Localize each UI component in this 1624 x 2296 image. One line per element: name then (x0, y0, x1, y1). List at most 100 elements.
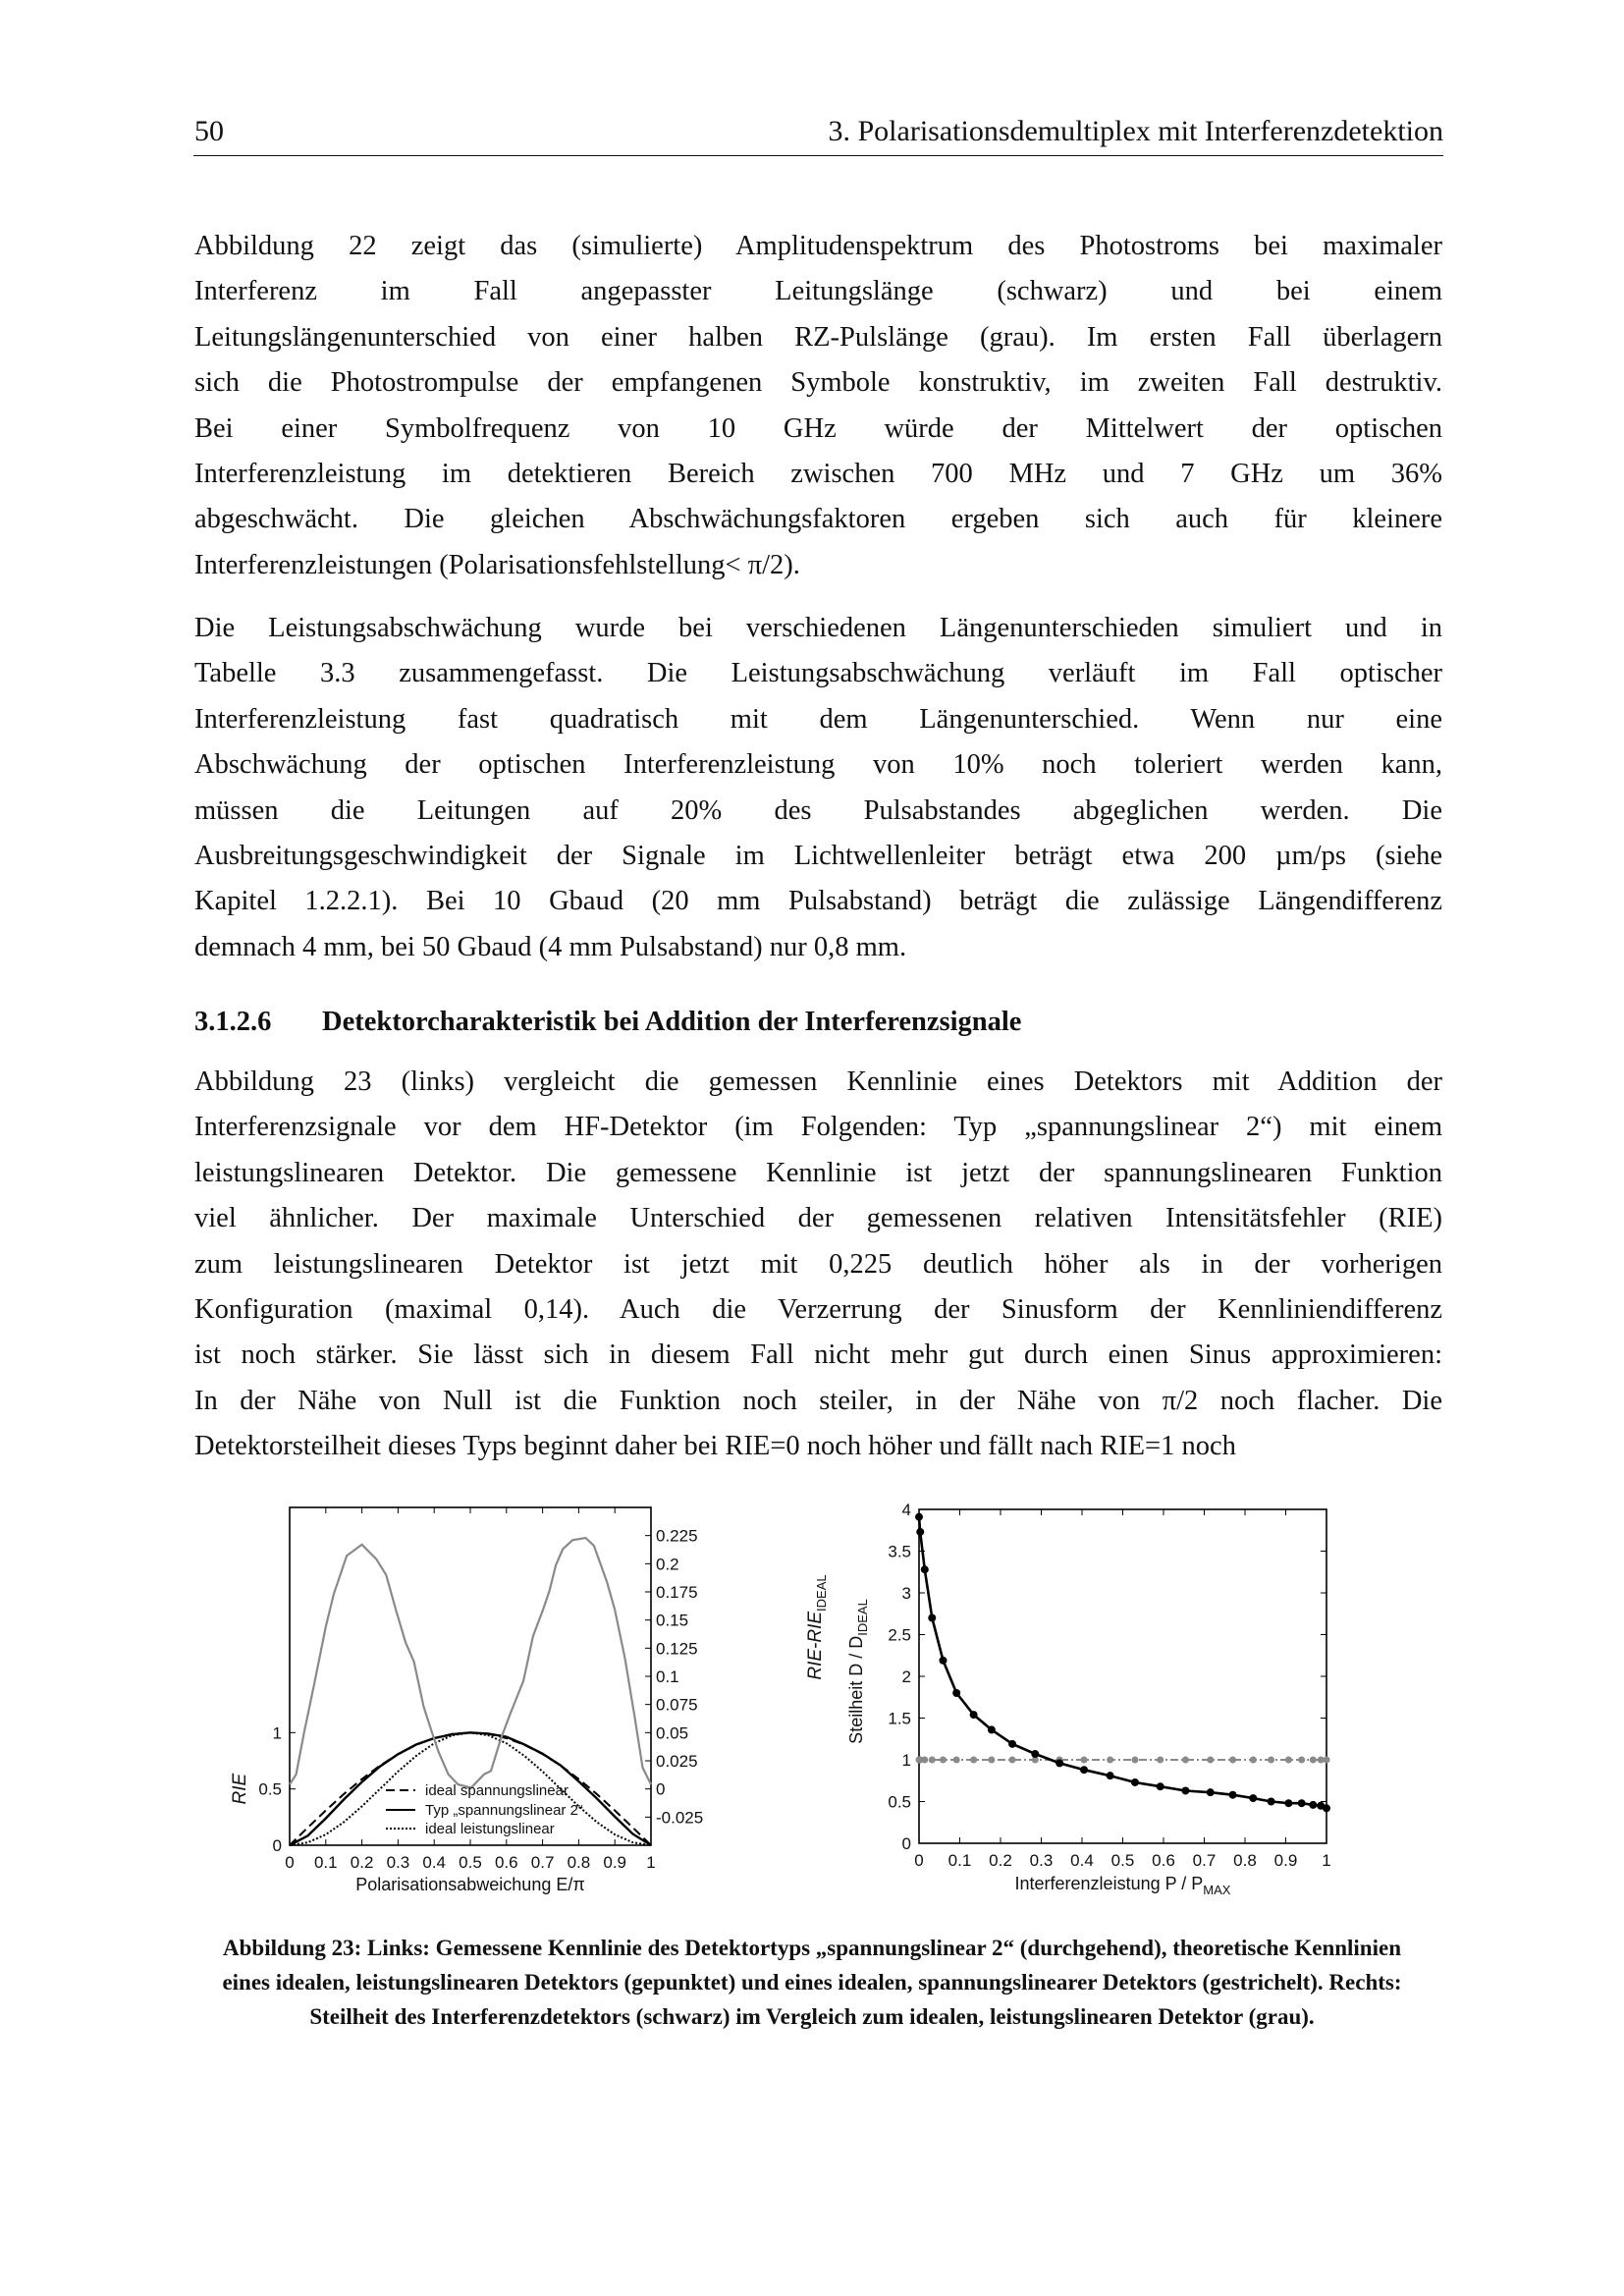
header-rule (193, 155, 1443, 156)
page-number: 50 (194, 115, 224, 147)
y-tick-label: 3 (902, 1584, 911, 1603)
text-line: Interferenzleistung im detektieren Berei… (194, 458, 1442, 489)
y-right-tick-label: -0.025 (656, 1808, 703, 1827)
data-point (915, 1512, 923, 1521)
y-tick-label: 3.5 (888, 1543, 911, 1561)
x-tick-label: 1 (646, 1853, 655, 1872)
text-line: Konfiguration (maximal 0,14). Auch die V… (194, 1293, 1442, 1325)
text-line: viel ähnlicher. Der maximale Unterschied… (194, 1203, 1442, 1234)
x-tick-label: 0.2 (351, 1853, 374, 1872)
y-right-tick-label: 0.2 (656, 1555, 679, 1573)
text-line: Interferenzleistung fast quadratisch mit… (194, 703, 1442, 735)
text-line: demnach 4 mm, bei 50 Gbaud (4 mm Pulsabs… (194, 931, 907, 962)
y-right-tick-label: 0 (656, 1780, 665, 1799)
data-point (1031, 1750, 1040, 1759)
data-point (1181, 1756, 1189, 1764)
y-tick-label: 4 (902, 1501, 911, 1519)
data-point (1106, 1772, 1114, 1780)
text-line: Leitungslängenunterschied von einer halb… (194, 321, 1442, 353)
data-point (1267, 1797, 1275, 1806)
x-tick-label: 0.7 (531, 1853, 555, 1872)
data-point (1309, 1800, 1318, 1809)
text-line: Abbildung 23 (links) vergleicht die geme… (194, 1066, 1442, 1097)
y-tick-label: 2.5 (888, 1626, 911, 1645)
x-tick-label: 0.2 (989, 1851, 1012, 1870)
x-tick-label: 0.6 (1152, 1851, 1175, 1870)
series-line-2 (289, 1731, 652, 1846)
section-title: Detektorcharakteristik bei Addition der … (322, 1007, 1022, 1037)
text-line: ist noch stärker. Sie lässt sich in dies… (194, 1339, 1442, 1371)
data-point (1229, 1756, 1237, 1764)
x-tick-label: 0.8 (568, 1853, 591, 1872)
data-point (1298, 1756, 1306, 1764)
text-line: abgeschwächt. Die gleichen Abschwächungs… (194, 504, 1442, 535)
data-point (1323, 1804, 1330, 1813)
legend-label: Typ „spannungslinear 2“ (425, 1802, 583, 1819)
data-point (1206, 1788, 1215, 1797)
y-right-tick-label: 0.05 (656, 1723, 688, 1742)
x-tick-label: 0.1 (948, 1851, 972, 1870)
text-line: sich die Photostrompulse der empfangenen… (194, 367, 1442, 399)
x-tick-label: 0.7 (1193, 1851, 1217, 1870)
data-point (928, 1613, 937, 1622)
left-chart: 0 0.1 0.2 0.3 0.4 0.5 0.6 0.7 0.8 0.9 1 0 0.5 1 -0.025… (230, 1506, 829, 1894)
x-tick-label: 0.6 (495, 1853, 518, 1872)
data-point (988, 1756, 996, 1764)
legend-label: ideal spannungslinear (425, 1782, 568, 1799)
data-point (1031, 1756, 1039, 1764)
text-line: Detektorsteilheit dieses Typs beginnt da… (194, 1431, 1236, 1462)
data-point (1228, 1790, 1237, 1799)
text-line: Abbildung 22 zeigt das (simulierte) Ampl… (194, 231, 1442, 261)
data-point (1080, 1766, 1089, 1775)
y-right-axis-label: RIE-RIEIDEAL (805, 1574, 829, 1679)
text-line: müssen die Leitungen auf 20% des Pulsabs… (194, 794, 1442, 826)
data-point (969, 1711, 978, 1720)
text-line: Interferenzsignale vor dem HF-Detektor (… (194, 1112, 1442, 1143)
text-line: leistungslinearen Detektor. Die gemessen… (194, 1157, 1442, 1188)
data-point (1130, 1777, 1139, 1786)
x-tick-label: 0 (285, 1853, 294, 1872)
right-chart: 0 0.1 0.2 0.3 0.4 0.5 0.6 0.7 0.8 0.9 1 0 0.5 1 1.5 2 2.… (846, 1501, 1331, 1897)
data-point (928, 1756, 936, 1764)
data-point (1249, 1794, 1258, 1803)
section-number: 3.1.2.6 (194, 1007, 272, 1037)
data-point (1157, 1756, 1164, 1764)
data-point (920, 1565, 929, 1574)
data-point (1008, 1756, 1016, 1764)
paragraph-2: Die Leistungsabschwächung wurde bei vers… (194, 606, 1442, 970)
y-tick-label: 1 (273, 1723, 282, 1742)
section-heading: 3.1.2.6 Detektorcharakteristik bei Additi… (194, 1000, 1021, 1045)
text-line: Tabelle 3.3 zusammengefasst. Die Leistun… (194, 658, 1442, 689)
text-line: Die Leistungsabschwächung wurde bei vers… (194, 613, 1442, 643)
data-point (1297, 1799, 1306, 1808)
text-line: Abschwächung der optischen Interferenzle… (194, 749, 1442, 781)
data-point (1131, 1756, 1139, 1764)
text-line: zum leistungslinearen Detektor ist jetzt… (194, 1248, 1442, 1280)
x-tick-label: 0.5 (1111, 1851, 1135, 1870)
y-right-tick-label: 0.125 (656, 1639, 698, 1658)
y-tick-label: 1 (902, 1751, 911, 1770)
x-tick-label: 0.4 (1070, 1851, 1094, 1870)
x-tick-label: 0.3 (387, 1853, 410, 1872)
y-right-tick-label: 0.175 (656, 1583, 698, 1602)
y-tick-label: 0 (902, 1834, 911, 1853)
x-tick-label: 0.5 (459, 1853, 482, 1872)
data-point (1107, 1756, 1114, 1764)
data-point (916, 1527, 925, 1536)
data-point (1156, 1782, 1164, 1791)
y-right-tick-label: 0.15 (656, 1612, 688, 1630)
figure-caption: Abbildung 23: Links: Gemessene Kennlinie… (222, 1936, 1402, 2029)
x-tick-label: 0.9 (1274, 1851, 1298, 1870)
data-point (1317, 1756, 1325, 1764)
y-axis-label: Steilheit D / DIDEAL (846, 1599, 870, 1744)
right-chart-frame (918, 1508, 1327, 1844)
data-point (970, 1756, 978, 1764)
data-point (939, 1656, 947, 1665)
x-tick-label: 1 (1322, 1851, 1330, 1870)
text-line: Ausbreitungsgeschwindigkeit der Signale … (194, 840, 1442, 871)
x-tick-label: 0.3 (1030, 1851, 1054, 1870)
text-line: Bei einer Symbolfrequenz von 10 GHz würd… (194, 412, 1442, 444)
data-point (939, 1756, 947, 1764)
data-point (1284, 1756, 1292, 1764)
